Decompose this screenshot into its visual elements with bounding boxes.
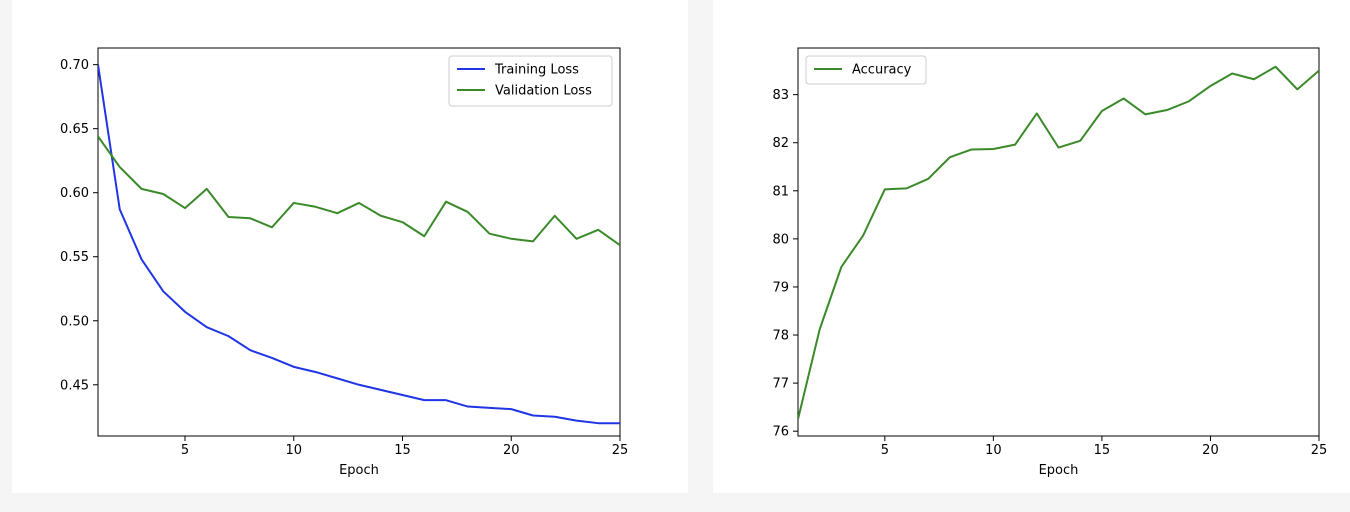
y-tick-label: 0.55 <box>60 250 89 265</box>
x-tick-label: 20 <box>503 443 520 458</box>
y-tick-label: 0.65 <box>60 122 89 137</box>
x-tick-label: 5 <box>881 443 889 458</box>
y-tick-label: 80 <box>772 232 789 247</box>
y-tick-label: 0.60 <box>60 186 89 201</box>
y-tick-label: 81 <box>772 184 789 199</box>
series-line-accuracy <box>798 65 1319 420</box>
x-axis-title: Epoch <box>339 463 379 478</box>
legend-label: Accuracy <box>852 63 912 78</box>
x-tick-label: 5 <box>181 443 189 458</box>
x-tick-label: 10 <box>985 443 1002 458</box>
x-tick-label: 25 <box>612 443 629 458</box>
loss-chart-panel: 5 10 15 20 25 0.45 0.50 0.55 0.60 0.65 0.70 Epoch Tr… <box>12 0 688 493</box>
y-tick-label: 76 <box>772 425 789 440</box>
plot-area <box>797 47 1320 437</box>
legend-box <box>448 55 613 107</box>
x-tick-label: 15 <box>394 443 411 458</box>
legend-label: Validation Loss <box>495 84 592 99</box>
accuracy-chart: 5 10 15 20 25 76 77 78 79 80 81 82 83 Epoch Accuracy <box>772 47 1328 478</box>
y-tick-label: 77 <box>772 377 789 392</box>
y-tick-label: 0.70 <box>60 58 89 73</box>
loss-chart: 5 10 15 20 25 0.45 0.50 0.55 0.60 0.65 0.70 Epoch Tr… <box>60 47 629 478</box>
y-tick-label: 83 <box>772 88 789 103</box>
legend: Training Loss Validation Loss <box>448 55 613 107</box>
series-line-validation-loss <box>98 135 620 247</box>
x-axis-title: Epoch <box>1039 463 1079 478</box>
x-tick-label: 10 <box>285 443 302 458</box>
y-tick-label: 82 <box>772 136 789 151</box>
y-tick-label: 0.45 <box>60 378 89 393</box>
x-tick-label: 25 <box>1311 443 1328 458</box>
accuracy-chart-panel: 5 10 15 20 25 76 77 78 79 80 81 82 83 Epoch Accuracy <box>713 0 1350 493</box>
x-tick-label: 15 <box>1094 443 1111 458</box>
legend-label: Training Loss <box>494 63 579 78</box>
y-tick-label: 79 <box>772 280 789 295</box>
x-tick-label: 20 <box>1202 443 1219 458</box>
legend-box <box>805 55 927 85</box>
y-tick-label: 78 <box>772 329 789 344</box>
series-line-training-loss <box>98 64 620 425</box>
legend: Accuracy <box>805 55 927 85</box>
y-tick-label: 0.50 <box>60 314 89 329</box>
